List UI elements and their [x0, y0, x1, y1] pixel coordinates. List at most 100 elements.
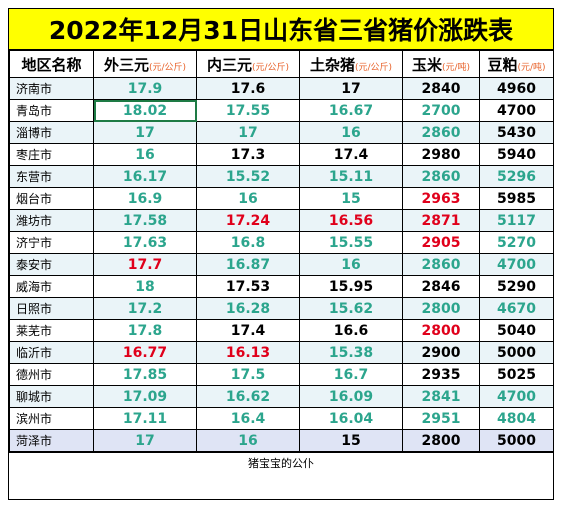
cell-wai[interactable]: 17.58 — [93, 209, 197, 232]
cell-corn[interactable]: 2963 — [402, 187, 480, 210]
cell-wai[interactable]: 17.2 — [93, 297, 197, 320]
cell-nei[interactable]: 16.13 — [196, 341, 300, 364]
cell-region[interactable]: 济宁市 — [9, 231, 94, 254]
cell-nei[interactable]: 15.52 — [196, 165, 300, 188]
cell-region[interactable]: 滨州市 — [9, 407, 94, 430]
cell-soy[interactable]: 5940 — [479, 143, 554, 166]
cell-wai[interactable]: 18.02 — [93, 99, 197, 122]
cell-soy[interactable]: 4670 — [479, 297, 554, 320]
cell-wai[interactable]: 17.85 — [93, 363, 197, 386]
cell-tu[interactable]: 16.7 — [299, 363, 403, 386]
cell-soy[interactable]: 5290 — [479, 275, 554, 298]
cell-wai[interactable]: 17.7 — [93, 253, 197, 276]
cell-wai[interactable]: 16.9 — [93, 187, 197, 210]
cell-tu[interactable]: 16.09 — [299, 385, 403, 408]
cell-soy[interactable]: 4960 — [479, 77, 554, 100]
header-wai-sanyuan[interactable]: 外三元(元/公斤) — [93, 50, 197, 78]
cell-corn[interactable]: 2800 — [402, 429, 480, 452]
header-soymeal[interactable]: 豆粕(元/吨) — [479, 50, 554, 78]
cell-corn[interactable]: 2841 — [402, 385, 480, 408]
cell-wai[interactable]: 16.17 — [93, 165, 197, 188]
cell-tu[interactable]: 15 — [299, 187, 403, 210]
cell-soy[interactable]: 5270 — [479, 231, 554, 254]
cell-soy[interactable]: 5025 — [479, 363, 554, 386]
header-region[interactable]: 地区名称 — [9, 50, 94, 78]
cell-region[interactable]: 德州市 — [9, 363, 94, 386]
cell-tu[interactable]: 16.67 — [299, 99, 403, 122]
cell-region[interactable]: 潍坊市 — [9, 209, 94, 232]
cell-soy[interactable]: 4700 — [479, 99, 554, 122]
cell-corn[interactable]: 2840 — [402, 77, 480, 100]
cell-tu[interactable]: 16.6 — [299, 319, 403, 342]
cell-corn[interactable]: 2700 — [402, 99, 480, 122]
cell-corn[interactable]: 2860 — [402, 165, 480, 188]
cell-corn[interactable]: 2951 — [402, 407, 480, 430]
cell-nei[interactable]: 16 — [196, 187, 300, 210]
cell-wai[interactable]: 17.8 — [93, 319, 197, 342]
cell-tu[interactable]: 17.4 — [299, 143, 403, 166]
cell-tu[interactable]: 17 — [299, 77, 403, 100]
cell-corn[interactable]: 2860 — [402, 121, 480, 144]
cell-nei[interactable]: 17.24 — [196, 209, 300, 232]
cell-wai[interactable]: 17.11 — [93, 407, 197, 430]
cell-tu[interactable]: 15.95 — [299, 275, 403, 298]
cell-region[interactable]: 临沂市 — [9, 341, 94, 364]
cell-nei[interactable]: 16.8 — [196, 231, 300, 254]
cell-corn[interactable]: 2900 — [402, 341, 480, 364]
cell-region[interactable]: 莱芜市 — [9, 319, 94, 342]
cell-tu[interactable]: 15.11 — [299, 165, 403, 188]
cell-nei[interactable]: 16.28 — [196, 297, 300, 320]
cell-corn[interactable]: 2846 — [402, 275, 480, 298]
cell-soy[interactable]: 4804 — [479, 407, 554, 430]
cell-region[interactable]: 淄博市 — [9, 121, 94, 144]
cell-corn[interactable]: 2860 — [402, 253, 480, 276]
cell-soy[interactable]: 5117 — [479, 209, 554, 232]
cell-soy[interactable]: 5430 — [479, 121, 554, 144]
cell-nei[interactable]: 16.4 — [196, 407, 300, 430]
cell-region[interactable]: 聊城市 — [9, 385, 94, 408]
cell-wai[interactable]: 17.09 — [93, 385, 197, 408]
cell-wai[interactable]: 17.63 — [93, 231, 197, 254]
cell-nei[interactable]: 16 — [196, 429, 300, 452]
cell-region[interactable]: 威海市 — [9, 275, 94, 298]
cell-nei[interactable]: 17.3 — [196, 143, 300, 166]
cell-soy[interactable]: 5985 — [479, 187, 554, 210]
cell-soy[interactable]: 5000 — [479, 341, 554, 364]
cell-region[interactable]: 烟台市 — [9, 187, 94, 210]
cell-tu[interactable]: 15.62 — [299, 297, 403, 320]
cell-tu[interactable]: 16 — [299, 121, 403, 144]
cell-soy[interactable]: 5296 — [479, 165, 554, 188]
cell-corn[interactable]: 2935 — [402, 363, 480, 386]
cell-corn[interactable]: 2905 — [402, 231, 480, 254]
cell-region[interactable]: 东营市 — [9, 165, 94, 188]
cell-tu[interactable]: 15 — [299, 429, 403, 452]
cell-nei[interactable]: 16.62 — [196, 385, 300, 408]
cell-wai[interactable]: 18 — [93, 275, 197, 298]
cell-wai[interactable]: 17 — [93, 429, 197, 452]
cell-nei[interactable]: 17.5 — [196, 363, 300, 386]
cell-corn[interactable]: 2800 — [402, 297, 480, 320]
cell-tu[interactable]: 16.04 — [299, 407, 403, 430]
cell-corn[interactable]: 2800 — [402, 319, 480, 342]
cell-region[interactable]: 泰安市 — [9, 253, 94, 276]
cell-soy[interactable]: 5040 — [479, 319, 554, 342]
cell-nei[interactable]: 17.4 — [196, 319, 300, 342]
cell-soy[interactable]: 4700 — [479, 253, 554, 276]
cell-soy[interactable]: 4700 — [479, 385, 554, 408]
cell-nei[interactable]: 17.55 — [196, 99, 300, 122]
cell-tu[interactable]: 15.55 — [299, 231, 403, 254]
cell-tu[interactable]: 15.38 — [299, 341, 403, 364]
cell-region[interactable]: 日照市 — [9, 297, 94, 320]
cell-wai[interactable]: 17.9 — [93, 77, 197, 100]
cell-tu[interactable]: 16.56 — [299, 209, 403, 232]
cell-region[interactable]: 青岛市 — [9, 99, 94, 122]
cell-soy[interactable]: 5000 — [479, 429, 554, 452]
cell-wai[interactable]: 16 — [93, 143, 197, 166]
cell-region[interactable]: 菏泽市 — [9, 429, 94, 452]
cell-nei[interactable]: 17 — [196, 121, 300, 144]
cell-nei[interactable]: 17.53 — [196, 275, 300, 298]
cell-tu[interactable]: 16 — [299, 253, 403, 276]
cell-corn[interactable]: 2871 — [402, 209, 480, 232]
cell-region[interactable]: 枣庄市 — [9, 143, 94, 166]
header-tuzazhu[interactable]: 土杂猪(元/公斤) — [299, 50, 403, 78]
